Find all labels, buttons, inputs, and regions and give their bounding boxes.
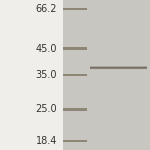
- Text: 66.2: 66.2: [36, 4, 57, 14]
- Bar: [63, 140, 87, 142]
- Bar: [63, 47, 87, 50]
- Bar: [90, 68, 147, 69]
- Bar: [63, 8, 87, 10]
- Bar: [63, 0, 150, 150]
- Bar: [63, 74, 87, 76]
- Bar: [90, 66, 147, 67]
- Text: 35.0: 35.0: [36, 70, 57, 80]
- Text: 25.0: 25.0: [35, 104, 57, 114]
- Text: 18.4: 18.4: [36, 136, 57, 146]
- Bar: [90, 67, 147, 68]
- Bar: [63, 108, 87, 111]
- Bar: [90, 69, 147, 70]
- Text: 45.0: 45.0: [36, 44, 57, 54]
- Bar: [90, 68, 147, 69]
- Bar: [90, 67, 147, 68]
- Bar: [90, 66, 147, 67]
